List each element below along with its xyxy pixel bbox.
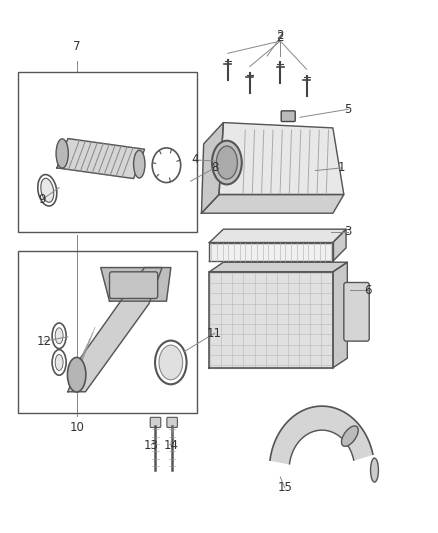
Text: 9: 9 bbox=[38, 193, 46, 206]
Polygon shape bbox=[57, 139, 145, 179]
Polygon shape bbox=[209, 243, 333, 261]
Polygon shape bbox=[270, 406, 373, 464]
Polygon shape bbox=[68, 268, 162, 392]
Text: 8: 8 bbox=[211, 161, 218, 174]
Ellipse shape bbox=[55, 354, 63, 370]
Text: 13: 13 bbox=[144, 439, 159, 451]
Text: 15: 15 bbox=[277, 481, 292, 494]
Ellipse shape bbox=[212, 141, 242, 184]
Text: 7: 7 bbox=[73, 41, 81, 53]
Text: 6: 6 bbox=[364, 284, 372, 297]
Polygon shape bbox=[101, 268, 171, 301]
Polygon shape bbox=[219, 123, 344, 195]
Text: 3: 3 bbox=[345, 225, 352, 238]
Text: 12: 12 bbox=[36, 335, 51, 348]
Polygon shape bbox=[201, 123, 223, 213]
FancyBboxPatch shape bbox=[150, 417, 161, 427]
Polygon shape bbox=[209, 229, 346, 243]
Ellipse shape bbox=[55, 328, 63, 344]
Ellipse shape bbox=[216, 146, 237, 179]
Text: 2: 2 bbox=[276, 29, 284, 42]
Polygon shape bbox=[209, 272, 333, 368]
Text: 4: 4 bbox=[191, 154, 199, 166]
Polygon shape bbox=[333, 262, 347, 368]
Text: 2: 2 bbox=[276, 31, 284, 44]
Text: 11: 11 bbox=[207, 327, 222, 340]
Polygon shape bbox=[201, 195, 344, 213]
FancyBboxPatch shape bbox=[167, 417, 177, 427]
Bar bbox=[18, 251, 197, 413]
FancyBboxPatch shape bbox=[281, 111, 295, 122]
Ellipse shape bbox=[56, 139, 68, 168]
Text: 14: 14 bbox=[163, 439, 178, 451]
Ellipse shape bbox=[134, 150, 145, 178]
Text: 1: 1 bbox=[338, 161, 346, 174]
FancyBboxPatch shape bbox=[110, 272, 158, 298]
Ellipse shape bbox=[342, 426, 358, 446]
FancyBboxPatch shape bbox=[344, 282, 369, 341]
Polygon shape bbox=[209, 262, 347, 272]
Ellipse shape bbox=[67, 358, 86, 392]
Ellipse shape bbox=[159, 345, 183, 379]
Bar bbox=[18, 72, 197, 232]
Ellipse shape bbox=[41, 178, 54, 203]
Polygon shape bbox=[333, 229, 346, 261]
Ellipse shape bbox=[371, 458, 378, 482]
Text: 5: 5 bbox=[345, 103, 352, 116]
Text: 10: 10 bbox=[69, 421, 84, 434]
